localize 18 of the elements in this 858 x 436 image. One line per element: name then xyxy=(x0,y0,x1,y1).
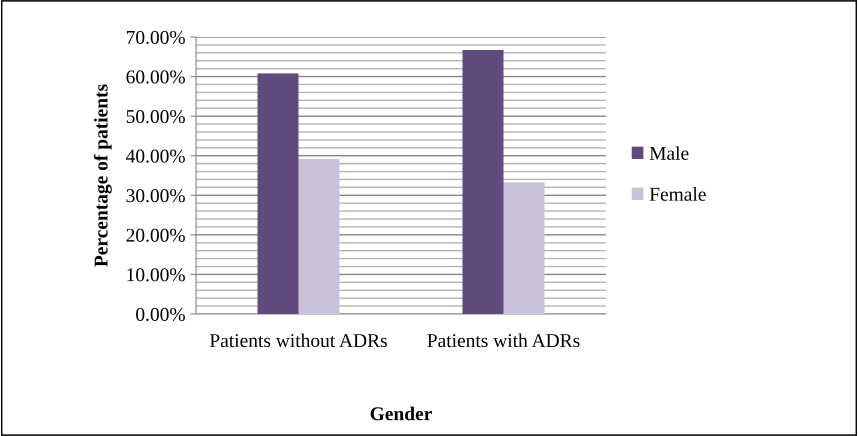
y-tick-label: 30.00% xyxy=(126,189,185,202)
y-tick-label: 50.00% xyxy=(126,110,185,124)
legend-label: Male xyxy=(650,146,688,160)
bar xyxy=(298,158,340,314)
y-tick-label: 40.00% xyxy=(126,150,185,163)
y-tick-label: 60.00% xyxy=(126,70,185,84)
y-axis-title: Percentage of patients xyxy=(94,84,112,267)
y-tick-label: 70.00% xyxy=(126,30,185,44)
y-tick-label: 20.00% xyxy=(126,228,185,242)
x-tick-label: Patients without ADRs xyxy=(210,333,387,348)
bar xyxy=(504,182,544,314)
y-tick-label: 10.00% xyxy=(127,268,185,282)
bar xyxy=(462,50,504,314)
y-tick-label: 0.00% xyxy=(136,308,185,322)
legend-label: Female xyxy=(650,187,706,201)
x-tick-label: Patients with ADRs xyxy=(427,333,580,348)
bar xyxy=(258,73,298,314)
x-axis-title: Gender xyxy=(370,406,432,420)
